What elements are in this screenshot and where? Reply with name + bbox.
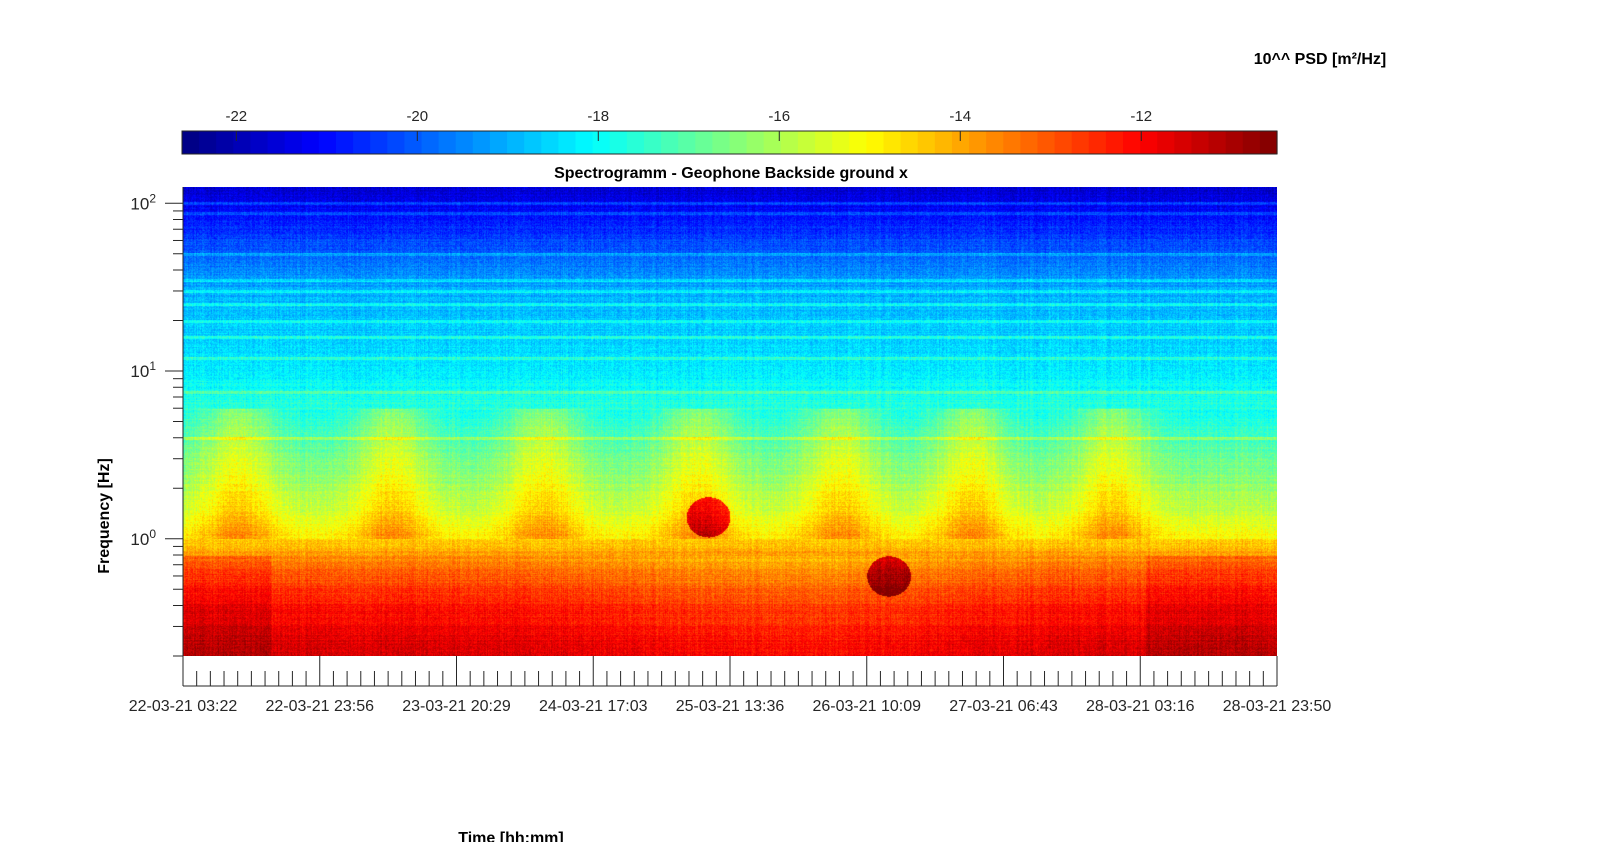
colorbar-segment	[815, 131, 833, 154]
colorbar-segment	[1037, 131, 1056, 154]
colorbar-segment	[1054, 131, 1073, 154]
colorbar-segment	[233, 131, 252, 154]
y-axis-label: Frequency [Hz]	[96, 458, 113, 574]
colorbar-segment	[1174, 131, 1193, 154]
colorbar-segment	[438, 131, 457, 154]
x-axis-label: Time [hh:mm]	[458, 830, 563, 842]
colorbar-segment	[318, 131, 337, 154]
colorbar-segment	[353, 131, 371, 154]
colorbar-segment	[387, 131, 406, 154]
y-tick-label: 100	[130, 527, 156, 549]
x-tick-label: 27-03-21 06:43	[949, 698, 1058, 715]
colorbar-segment	[455, 131, 474, 154]
x-tick-label: 24-03-21 17:03	[539, 698, 648, 715]
x-tick-label: 26-03-21 10:09	[812, 698, 921, 715]
colorbar-segment	[592, 131, 611, 154]
colorbar-segment	[489, 131, 508, 154]
colorbar-segment	[335, 131, 354, 154]
colorbar-segment	[917, 131, 936, 154]
chart-title: Spectrogramm - Geophone Backside ground …	[554, 165, 908, 182]
colorbar-segment	[695, 131, 713, 154]
colorbar-segment	[1003, 131, 1021, 154]
colorbar-segment	[626, 131, 645, 154]
colorbar-segment	[763, 131, 782, 154]
colorbar-segment	[729, 131, 748, 154]
colorbar-segment	[301, 131, 320, 154]
colorbar-segment	[900, 131, 919, 154]
colorbar-segment	[558, 131, 577, 154]
colorbar-segment	[182, 131, 200, 154]
colorbar-segment	[643, 131, 662, 154]
colorbar-segment	[1105, 131, 1124, 154]
colorbar-segment	[969, 131, 987, 154]
colorbar-tick-label: -22	[225, 108, 247, 125]
colorbar-segment	[370, 131, 388, 154]
colorbar-segment	[216, 131, 234, 154]
colorbar-segment	[1157, 131, 1175, 154]
colorbar-segment	[199, 131, 217, 154]
colorbar-segment	[661, 131, 679, 154]
colorbar-segment	[1225, 131, 1244, 154]
colorbar-segment	[678, 131, 696, 154]
x-tick-label: 28-03-21 03:16	[1086, 698, 1195, 715]
colorbar-segment	[883, 131, 902, 154]
colorbar-label: 10^^ PSD [m²/Hz]	[1254, 51, 1386, 68]
colorbar-segment	[1140, 131, 1158, 154]
colorbar-segment	[849, 131, 867, 154]
x-tick-label: 28-03-21 23:50	[1223, 698, 1332, 715]
colorbar-segment	[712, 131, 731, 154]
colorbar-segment	[472, 131, 491, 154]
colorbar-tick-label: -12	[1130, 108, 1152, 125]
x-tick-label: 23-03-21 20:29	[402, 698, 511, 715]
x-tick-label: 22-03-21 23:56	[265, 698, 374, 715]
plot-area	[183, 187, 1277, 656]
colorbar-segment	[832, 131, 850, 154]
colorbar-segment	[284, 131, 303, 154]
colorbar-segment	[404, 131, 423, 154]
colorbar-segment	[1259, 131, 1278, 154]
colorbar-segment	[934, 131, 953, 154]
colorbar-ticks: -22 -20 -18 -16 -14 -12	[225, 108, 1152, 141]
heatmap-canvas	[183, 187, 1277, 656]
y-axis: 100 101 102	[130, 187, 184, 657]
x-axis: 22-03-21 03:22 22-03-21 23:56 23-03-21 20:…	[129, 656, 1332, 715]
colorbar-segment	[1242, 131, 1261, 154]
colorbar-tick-label: -14	[949, 108, 971, 125]
colorbar-segment	[866, 131, 885, 154]
colorbar-segment	[1020, 131, 1039, 154]
colorbar-segment	[1123, 131, 1141, 154]
colorbar-segment	[1071, 131, 1090, 154]
colorbar: -22 -20 -18 -16 -14 -12 10^^ PSD [m²/Hz]	[181, 51, 1386, 155]
colorbar-segment	[541, 131, 560, 154]
colorbar-segments	[182, 131, 1278, 154]
colorbar-segment	[986, 131, 1004, 154]
colorbar-segment	[951, 131, 970, 154]
colorbar-segment	[267, 131, 286, 154]
colorbar-segment	[780, 131, 799, 154]
y-tick-label: 102	[130, 191, 156, 213]
colorbar-tick-label: -16	[768, 108, 790, 125]
heatmap-container	[183, 187, 1277, 656]
x-tick-label: 22-03-21 03:22	[129, 698, 238, 715]
colorbar-segment	[575, 131, 594, 154]
colorbar-segment	[507, 131, 525, 154]
colorbar-segment	[524, 131, 542, 154]
y-tick-label: 101	[130, 359, 156, 381]
colorbar-tick-label: -20	[406, 108, 428, 125]
colorbar-tick-label: -18	[587, 108, 609, 125]
colorbar-segment	[250, 131, 269, 154]
x-tick-label: 25-03-21 13:36	[676, 698, 785, 715]
colorbar-frame	[181, 130, 1278, 155]
colorbar-segment	[421, 131, 440, 154]
colorbar-segment	[609, 131, 628, 154]
colorbar-segment	[1191, 131, 1210, 154]
colorbar-segment	[797, 131, 816, 154]
colorbar-segment	[1088, 131, 1107, 154]
colorbar-segment	[746, 131, 765, 154]
colorbar-segment	[1208, 131, 1227, 154]
